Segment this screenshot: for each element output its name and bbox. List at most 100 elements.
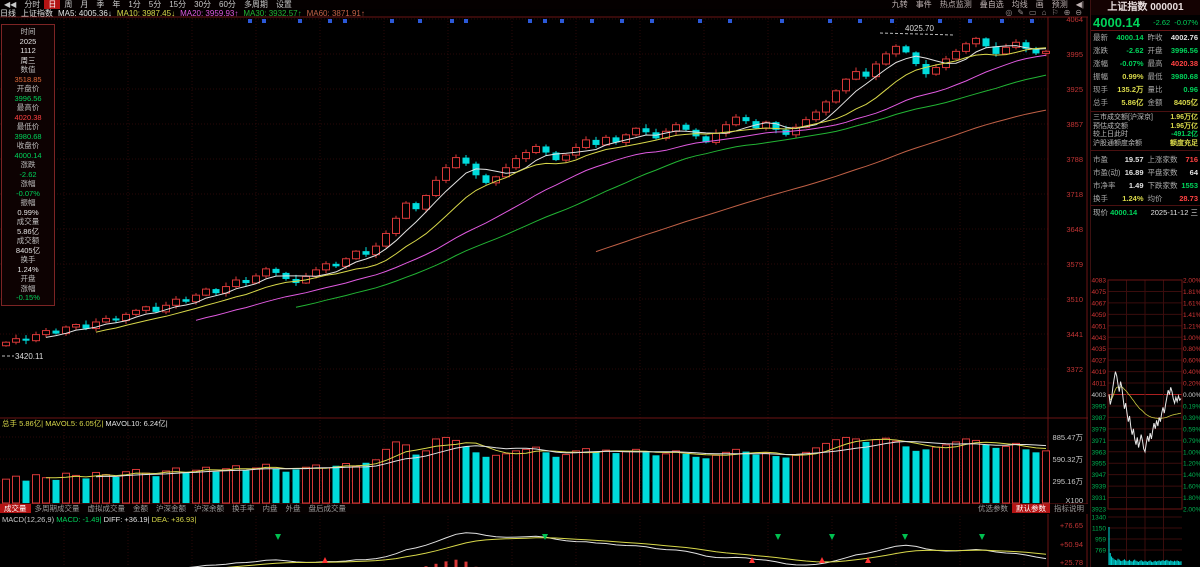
period-tab-月[interactable]: 月	[80, 0, 89, 9]
indicator-tab-虚拟成交量[interactable]: 虚拟成交量	[87, 504, 126, 513]
price-axis-label: 3441	[1066, 330, 1083, 339]
period-tab-30分[interactable]: 30分	[194, 0, 212, 9]
candle	[32, 334, 40, 342]
flag-tool-icon[interactable]: ⚐	[1051, 8, 1059, 17]
macd-axis-label: +25.78	[1060, 558, 1083, 567]
indicator-tab-换手率[interactable]: 换手率	[232, 504, 255, 513]
candle	[702, 136, 710, 143]
indicator-tab-沪深余额[interactable]: 沪深余额	[194, 504, 224, 513]
high-annotation: 4025.70	[905, 24, 934, 33]
main-chart[interactable]: 4064 3995 3925 3857 3788 3718 3648 3579 3510 3441…	[0, 0, 1088, 567]
candle	[502, 167, 510, 178]
volume-bar	[662, 453, 670, 504]
zoom-out-icon[interactable]: ⊖	[1075, 8, 1082, 17]
indicator-tab-外盘[interactable]: 外盘	[285, 504, 301, 513]
tool-tab-预测[interactable]: 预测	[1051, 0, 1068, 9]
pencil-tool-icon[interactable]: ✎	[1017, 8, 1025, 17]
market-value: 1.96万亿	[1170, 122, 1198, 130]
param-tab-指标说明[interactable]: 指标说明	[1054, 504, 1084, 513]
param-tab-优选参数[interactable]: 优选参数	[978, 504, 1008, 513]
period-tab-分时[interactable]: 分时	[24, 0, 41, 9]
candle	[862, 71, 870, 77]
back-icon[interactable]: ◀◀	[4, 0, 17, 9]
param-tab-默认参数[interactable]: 默认参数	[1012, 504, 1050, 513]
last-price: 4000.14	[1093, 15, 1140, 30]
zoom-in-icon[interactable]: ⊕	[1063, 8, 1071, 17]
tool-tab-九转[interactable]: 九转	[891, 0, 908, 9]
quote-date: 2025-11-12 三	[1150, 208, 1198, 217]
tool-tab-热点监测[interactable]: 热点监测	[939, 0, 972, 9]
period-tab-日[interactable]: 日	[44, 0, 61, 9]
volume-bar	[282, 471, 290, 503]
indicator-tab-盘后成交量[interactable]: 盘后成交量	[308, 504, 347, 513]
candle	[812, 111, 820, 121]
rect-tool-icon[interactable]: ▭	[1029, 8, 1037, 17]
volume-bar	[682, 453, 690, 503]
period-tab-季[interactable]: 季	[96, 0, 105, 9]
stat-value: 4020.38	[1170, 58, 1198, 68]
sell-arrow	[979, 534, 985, 540]
quote-title[interactable]: 上证指数 000001	[1091, 0, 1200, 15]
volume-bar	[862, 441, 870, 503]
event-marker	[560, 19, 564, 23]
candle	[972, 37, 980, 45]
period-tab-5分[interactable]: 5分	[148, 0, 162, 9]
event-marker	[1030, 19, 1034, 23]
period-tab-年[interactable]: 年	[112, 0, 121, 9]
volume-bar	[152, 476, 160, 503]
mini-pct-label: 0.39%	[1183, 415, 1200, 422]
info-row: 0.99%	[17, 207, 39, 217]
circle-tool-icon[interactable]: ◎	[1005, 8, 1013, 17]
collapse-icon[interactable]: ◀|	[1075, 0, 1084, 9]
stat-value: 4000.14	[1116, 32, 1144, 42]
home-tool-icon[interactable]: ⌂	[1041, 8, 1047, 17]
tool-tab-均线[interactable]: 均线	[1011, 0, 1028, 9]
info-row: 5.86亿	[16, 226, 40, 236]
ma-value: MA5: 4005.36↓	[58, 9, 112, 18]
stat-value: 0.96	[1183, 84, 1198, 94]
info-row: 涨跌	[20, 160, 36, 169]
mini-price-label: 3995	[1092, 403, 1107, 410]
mini-price-label: 4019	[1092, 369, 1107, 376]
info-row: 开盘价	[16, 84, 40, 93]
volume-bar	[782, 457, 790, 503]
candle	[842, 78, 850, 92]
candle	[512, 158, 520, 169]
stat-label: 下跌家数	[1147, 180, 1178, 190]
period-tab-1分[interactable]: 1分	[128, 0, 141, 9]
mini-price-label: 3955	[1092, 461, 1107, 468]
candle	[692, 129, 700, 137]
candle	[902, 46, 910, 53]
intraday-mini-chart[interactable]: 4083 2.00% 4075 1.81% 4067 1.61% 4059 1.41% 4051…	[1090, 270, 1200, 567]
price-axis-label: 3718	[1066, 190, 1083, 199]
period-tab-周[interactable]: 周	[64, 0, 73, 9]
volume-bar	[42, 477, 50, 504]
period-tab-60分[interactable]: 60分	[219, 0, 236, 9]
candles	[2, 36, 1050, 347]
period-tab-设置[interactable]: 设置	[275, 0, 292, 9]
candle	[742, 117, 750, 122]
candle	[192, 294, 200, 303]
stat-label: 涨跌	[1093, 45, 1108, 55]
stat-row: 换手 1.24% 均价 28.73	[1091, 192, 1200, 205]
mini-price-label: 3979	[1092, 426, 1107, 433]
tool-tab-叠自选[interactable]: 叠自选	[979, 0, 1004, 9]
indicator-tab-内盘[interactable]: 内盘	[262, 504, 278, 513]
volume-bar	[502, 453, 510, 504]
tool-tab-事件[interactable]: 事件	[915, 0, 932, 9]
candle	[882, 53, 890, 65]
tool-tab-画[interactable]: 画	[1035, 0, 1044, 9]
indicator-tab-金额[interactable]: 金额	[133, 504, 148, 513]
indicator-tab-多周期成交量[interactable]: 多周期成交量	[34, 504, 80, 513]
volume-bar	[872, 439, 880, 504]
period-tab-15分[interactable]: 15分	[169, 0, 187, 9]
candle	[582, 139, 590, 148]
volume-bar	[172, 467, 180, 504]
indicator-tab-沪深金额[interactable]: 沪深金额	[156, 504, 186, 513]
volume-bar	[2, 478, 10, 504]
avg-price-line	[1108, 386, 1182, 419]
indicator-tab-成交量[interactable]: 成交量	[0, 504, 31, 513]
period-tab-多周期[interactable]: 多周期	[243, 0, 268, 9]
info-row: 最高价	[16, 103, 40, 112]
volume-bar	[32, 474, 40, 504]
